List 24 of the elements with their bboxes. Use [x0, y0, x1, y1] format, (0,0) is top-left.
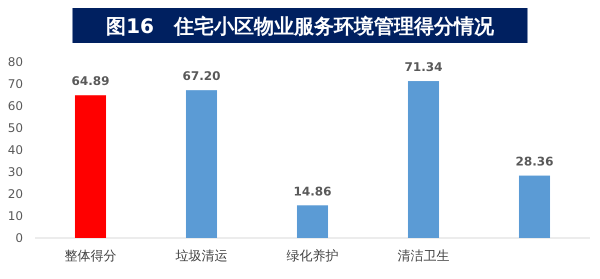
y-tick-label: 0 — [15, 231, 23, 246]
y-tick-label: 70 — [8, 77, 23, 92]
y-tick-label: 60 — [8, 99, 23, 114]
data-label: 64.89 — [72, 74, 110, 88]
data-label: 71.34 — [404, 60, 442, 74]
y-tick-label: 10 — [8, 209, 23, 224]
x-tick-label: 垃圾清运 — [174, 249, 228, 264]
data-label: 14.86 — [294, 184, 332, 198]
bar — [408, 81, 440, 238]
data-label: 28.36 — [516, 154, 554, 169]
bar — [74, 95, 106, 238]
chart-title: 图16 住宅小区物业服务环境管理得分情况 — [106, 14, 495, 38]
x-tick-label: 整体得分 — [64, 249, 116, 264]
y-tick-label: 30 — [8, 165, 23, 180]
data-label: 67.20 — [182, 69, 220, 84]
y-tick-label: 40 — [8, 143, 23, 158]
bar — [296, 205, 328, 238]
x-tick-label: 清洁卫生 — [398, 249, 450, 264]
y-tick-label: 50 — [8, 121, 23, 136]
y-tick-label: 80 — [8, 55, 23, 70]
bar — [518, 176, 550, 238]
y-tick-label: 20 — [8, 187, 23, 202]
x-tick-label: 绿化养护 — [286, 248, 338, 264]
bar — [186, 90, 218, 238]
